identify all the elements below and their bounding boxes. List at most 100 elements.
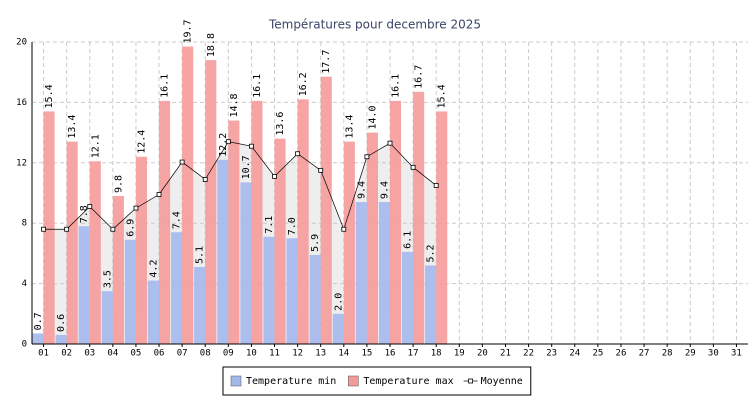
x-tick-label: 03	[84, 349, 95, 359]
value-label: 16.7	[414, 65, 425, 89]
bar	[217, 159, 229, 344]
line-marker	[225, 139, 231, 145]
value-label: 13.4	[67, 115, 78, 139]
x-tick-label: 22	[523, 349, 534, 359]
value-label: 5.2	[426, 244, 437, 262]
legend-swatch	[348, 375, 359, 387]
x-tick-label: 09	[223, 349, 234, 359]
value-label: 16.1	[160, 74, 171, 98]
x-tick-label: 15	[361, 349, 372, 359]
value-label: 5.9	[310, 234, 321, 252]
bar	[135, 156, 148, 344]
bar	[366, 132, 378, 344]
bar	[355, 202, 367, 344]
line-marker	[364, 154, 370, 160]
value-label: 9.4	[356, 181, 367, 199]
value-label: 9.4	[379, 181, 390, 199]
legend-label: Temperature min	[246, 376, 336, 387]
value-label: 13.6	[275, 112, 286, 136]
bar	[43, 111, 55, 345]
x-tick-label: 14	[338, 349, 349, 359]
x-tick-label: 08	[200, 349, 211, 359]
line-marker	[272, 173, 277, 179]
bar	[55, 334, 67, 344]
bar	[171, 232, 183, 344]
bar	[159, 100, 171, 344]
bar	[402, 251, 414, 344]
line-marker	[387, 140, 393, 146]
bar	[309, 254, 321, 344]
value-label: 12.4	[136, 130, 147, 154]
bar	[343, 141, 355, 344]
value-label: 6.9	[125, 219, 136, 237]
bar	[332, 313, 344, 344]
value-label: 9.8	[113, 175, 124, 193]
x-tick-label: 07	[177, 349, 188, 359]
value-label: 16.1	[252, 74, 263, 98]
x-tick-label: 18	[431, 349, 442, 359]
x-tick-label: 12	[292, 349, 303, 359]
legend-swatch	[230, 375, 242, 387]
legend-label: Temperature max	[363, 376, 453, 387]
y-tick-label: 0	[22, 340, 27, 350]
bar	[297, 99, 309, 344]
bar	[274, 138, 286, 344]
bar	[251, 100, 263, 344]
line-marker	[249, 143, 254, 149]
line-marker	[156, 192, 162, 197]
x-tick-label: 21	[500, 349, 511, 359]
chart-title: Températures pour decembre 2025	[268, 18, 481, 32]
value-label: 16.2	[298, 72, 309, 96]
y-tick-label: 8	[22, 219, 27, 229]
line-marker	[179, 159, 185, 165]
y-tick-label: 16	[16, 98, 27, 108]
x-tick-label: 31	[731, 349, 742, 359]
x-tick-label: 26	[616, 349, 627, 359]
x-tick-label: 28	[662, 349, 673, 359]
line-marker	[41, 226, 46, 232]
value-label: 0.6	[56, 314, 67, 332]
bar	[413, 91, 425, 344]
y-tick-label: 20	[16, 38, 27, 48]
legend-marker	[468, 378, 474, 384]
y-tick-label: 4	[22, 279, 27, 289]
line-marker	[87, 204, 93, 209]
x-tick-label: 25	[592, 349, 603, 359]
value-label: 2.0	[333, 293, 344, 311]
bar	[182, 46, 194, 344]
line-marker	[318, 167, 324, 173]
bar	[390, 100, 402, 344]
bar	[205, 60, 217, 345]
value-label: 5.1	[195, 246, 206, 264]
line-marker	[295, 151, 301, 157]
x-tick-label: 01	[38, 349, 49, 359]
x-tick-label: 27	[639, 349, 650, 359]
value-label: 10.7	[241, 155, 252, 179]
x-tick-label: 05	[131, 349, 142, 359]
value-label: 7.8	[79, 205, 90, 223]
line-marker	[202, 177, 208, 182]
x-tick-label: 30	[708, 349, 719, 359]
x-tick-label: 24	[569, 349, 580, 359]
x-tick-label: 13	[315, 349, 326, 359]
bar	[66, 141, 78, 344]
bar	[436, 111, 448, 345]
bar	[32, 333, 44, 344]
line-marker	[64, 226, 70, 232]
value-label: 14.0	[367, 106, 378, 130]
value-label: 0.7	[33, 312, 44, 330]
value-label: 17.7	[321, 50, 332, 74]
x-tick-label: 06	[154, 349, 165, 359]
line-marker	[110, 226, 116, 232]
x-tick-label: 17	[408, 349, 419, 359]
x-tick-label: 02	[61, 349, 72, 359]
x-tick-label: 29	[685, 349, 696, 359]
x-tick-label: 23	[546, 349, 557, 359]
value-label: 7.0	[287, 217, 298, 235]
x-tick-label: 11	[269, 349, 280, 359]
value-label: 4.2	[148, 260, 159, 278]
bar	[124, 239, 136, 344]
y-tick-label: 12	[16, 158, 27, 168]
bar	[78, 226, 90, 344]
line-marker	[433, 183, 439, 188]
